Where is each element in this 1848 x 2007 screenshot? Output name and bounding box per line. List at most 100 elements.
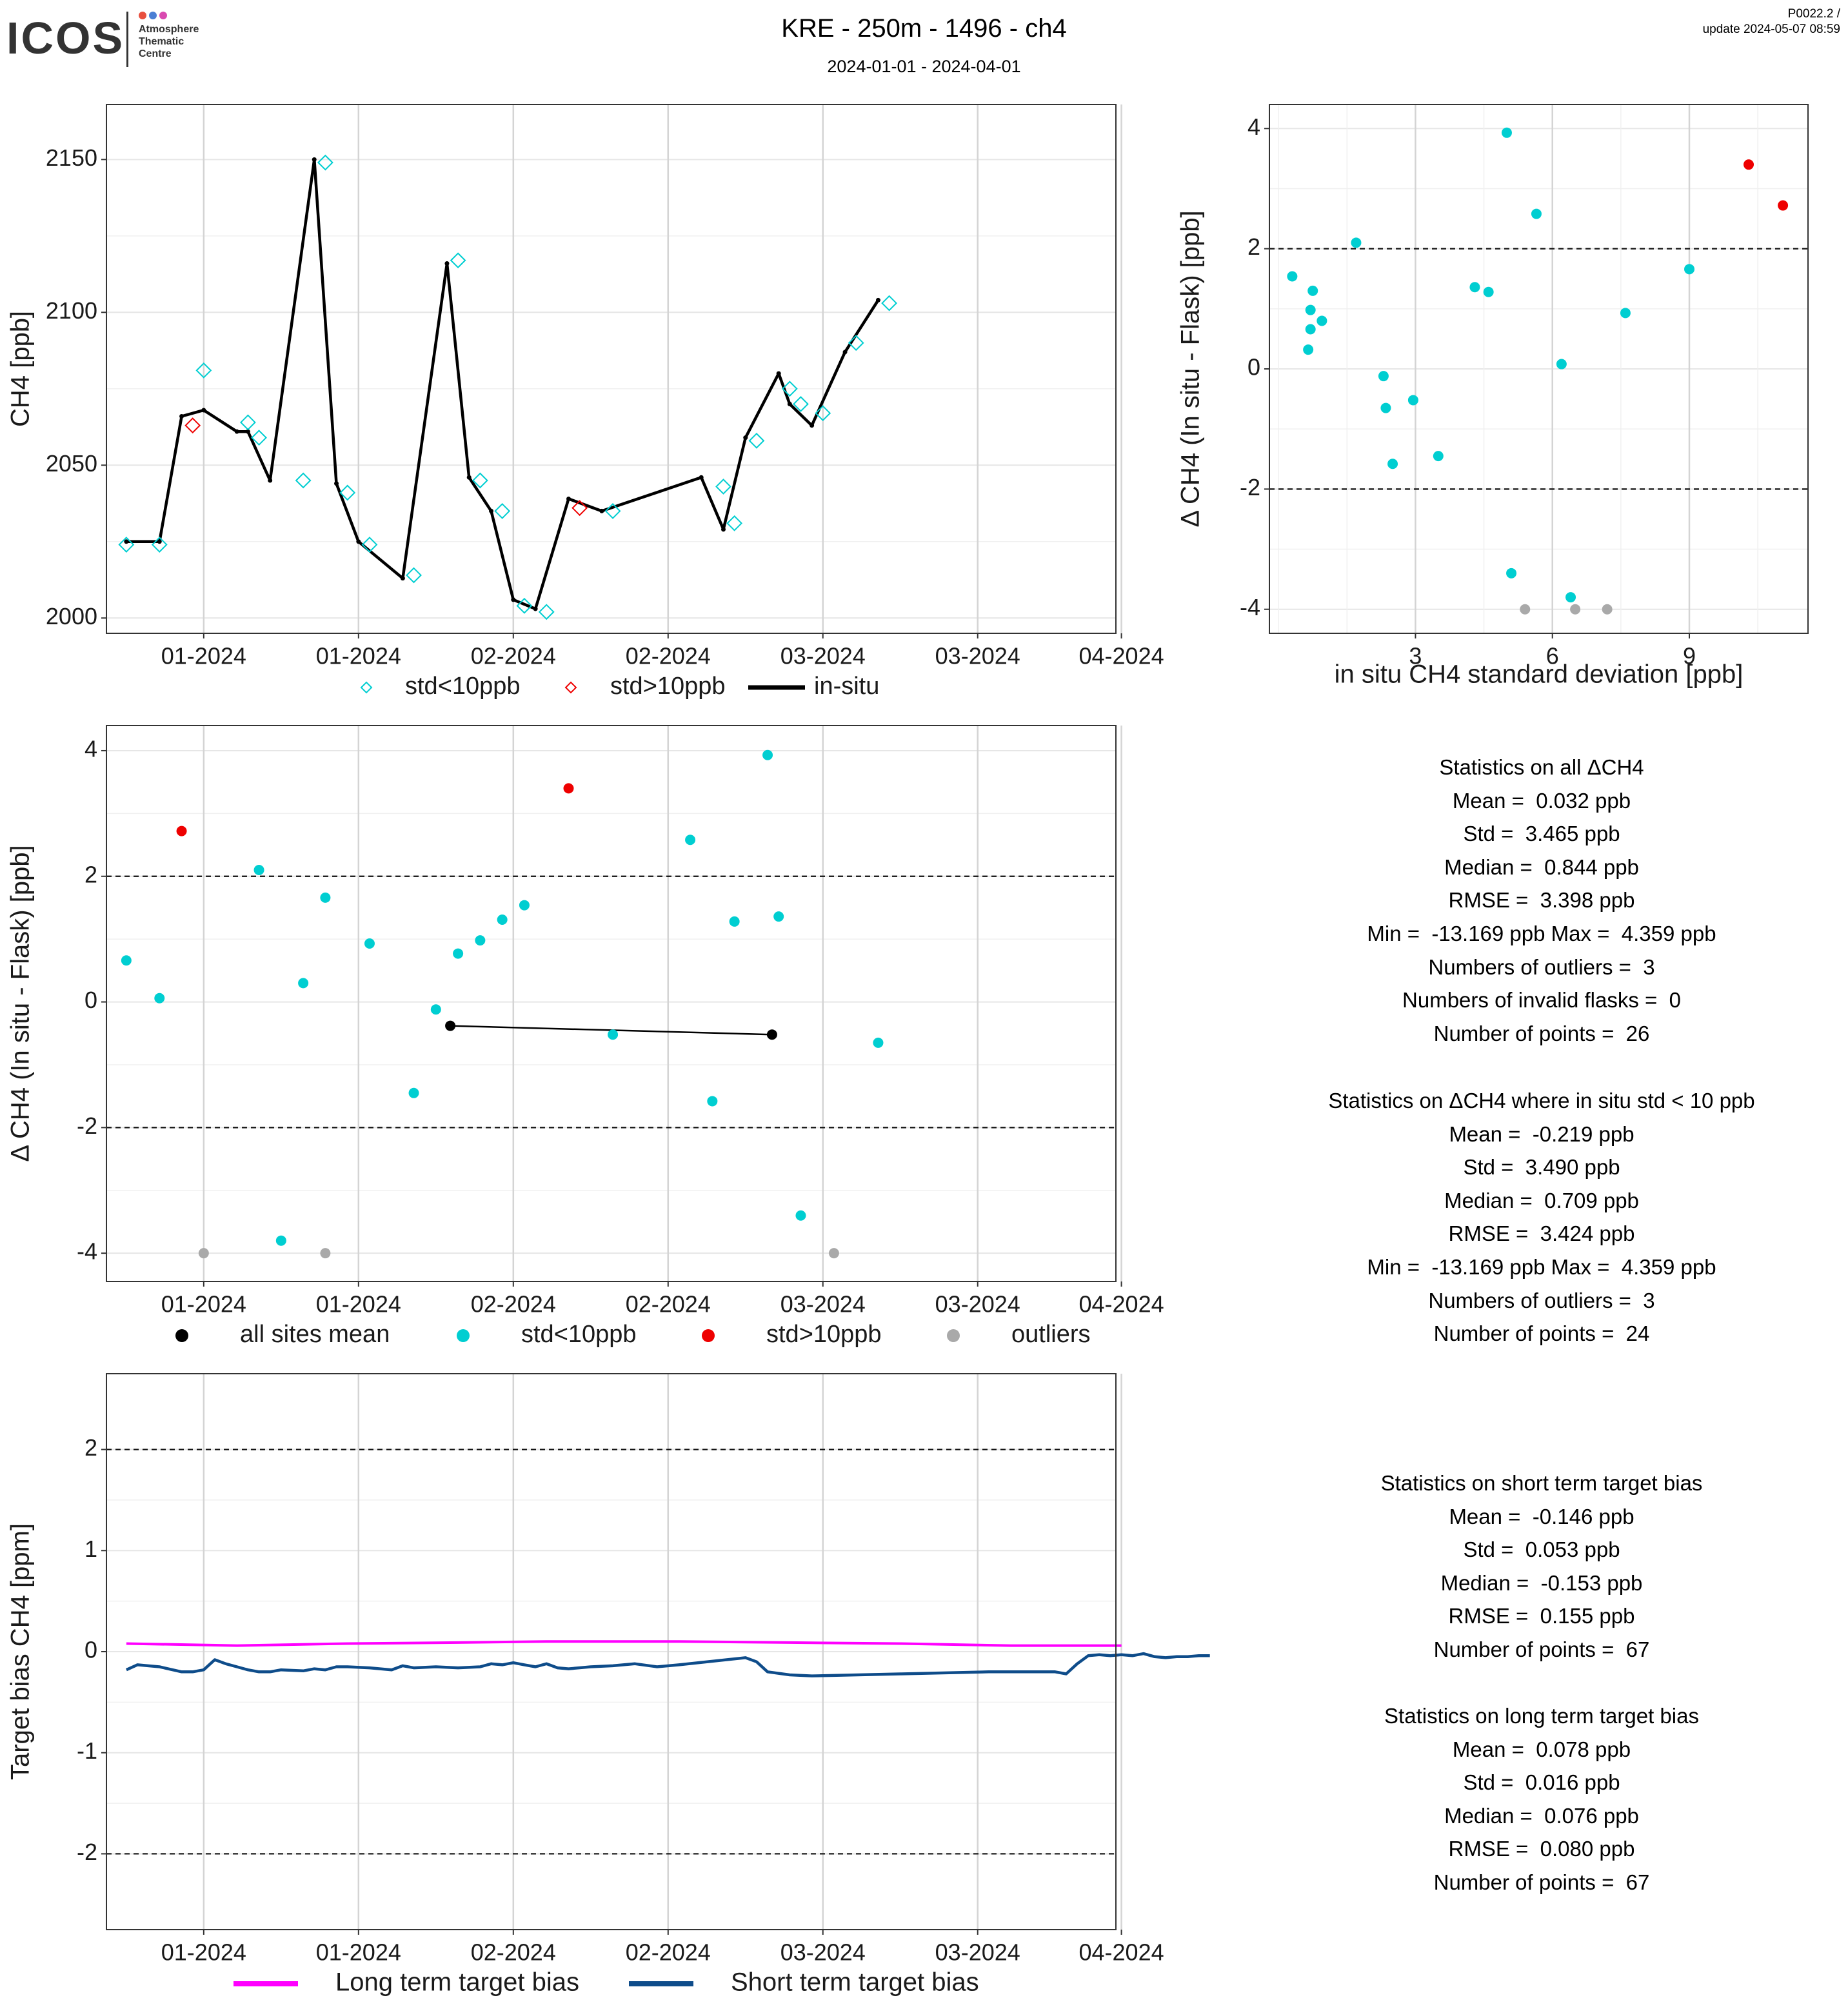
dts-outlier-point <box>828 1248 839 1259</box>
dvs-xtick-label: 6 <box>1546 643 1559 669</box>
flask-std-gt10-marker <box>184 417 201 434</box>
logo-dot <box>159 12 167 19</box>
ts-ytick-label: 2100 <box>46 297 97 324</box>
dts-std-lt10-point <box>475 935 486 946</box>
stats-long-std: Std = 0.016 ppb <box>1463 1770 1620 1795</box>
dvs-std-lt10-point <box>1531 208 1542 219</box>
legend-short-term-label: Short term target bias <box>731 1968 979 1997</box>
dts-xtick-label: 01-2024 <box>316 1291 401 1318</box>
dts-std-gt10-point <box>563 783 574 794</box>
stats-all-rmse: RMSE = 3.398 ppb <box>1448 888 1635 913</box>
version-info: P0022.2 / update 2024-05-07 08:59 <box>1703 6 1840 37</box>
insitu-point <box>268 478 273 483</box>
dts-ytick-label: -2 <box>77 1112 97 1139</box>
dts-std-lt10-point <box>453 948 464 959</box>
dvs-std-lt10-point <box>1378 371 1389 382</box>
dts-xtick-label: 03-2024 <box>780 1291 866 1318</box>
dvs-std-lt10-point <box>1469 282 1480 293</box>
dts-std-lt10-point <box>729 916 740 927</box>
legend-std-lt10-label: std<10ppb <box>405 673 521 700</box>
stats-lt10-mean: Mean = -0.219 ppb <box>1449 1122 1634 1146</box>
legend-std-lt10-key <box>360 681 373 694</box>
dts-ylabel: Δ CH4 (In situ - Flask) [ppb] <box>6 845 35 1162</box>
dvs-xlabel: in situ CH4 standard deviation [ppb] <box>1335 660 1744 689</box>
dvs-xtick-label: 9 <box>1683 643 1696 669</box>
legend-outliers-label: outliers <box>1011 1321 1091 1348</box>
legend-all-sites-mean-label: all sites mean <box>240 1321 390 1348</box>
legend-std-gt10-key <box>564 681 577 694</box>
dts-ytick-label: 0 <box>84 987 97 1013</box>
dts-std-lt10-point <box>795 1210 806 1221</box>
tb-xtick-label: 01-2024 <box>316 1939 401 1966</box>
dvs-ylabel: Δ CH4 (In situ - Flask) [ppb] <box>1177 210 1205 527</box>
dvs-outlier-point <box>1602 604 1613 615</box>
insitu-point <box>810 423 815 428</box>
flask-std-lt10-marker <box>726 515 743 531</box>
ts-ytick-label: 2000 <box>46 603 97 629</box>
date-range: 2024-01-01 - 2024-04-01 <box>827 57 1021 76</box>
dvs-std-lt10-point <box>1483 286 1494 297</box>
logo-dot <box>139 12 146 19</box>
stats-short-rmse: RMSE = 0.155 ppb <box>1448 1604 1635 1628</box>
ts-ytick-label: 2150 <box>46 144 97 171</box>
dts-std-lt10-point <box>762 749 773 760</box>
dvs-std-lt10-point <box>1501 127 1512 138</box>
dts-xtick-label: 02-2024 <box>471 1291 556 1318</box>
dts-std-lt10-point <box>707 1096 718 1107</box>
dts-std-lt10-point <box>430 1004 441 1015</box>
logo-wordmark: ICOS <box>6 13 125 63</box>
insitu-point <box>511 597 516 602</box>
stats-all-mean: Mean = 0.032 ppb <box>1452 788 1631 813</box>
page-title: KRE - 250m - 1496 - ch4 <box>781 14 1067 43</box>
flask-std-lt10-marker <box>815 405 831 422</box>
insitu-point <box>124 539 129 544</box>
insitu-point <box>489 508 494 513</box>
dvs-std-lt10-point <box>1387 459 1398 470</box>
dts-std-lt10-point <box>121 955 132 966</box>
stats-all-outliers: Numbers of outliers = 3 <box>1428 954 1655 979</box>
stats-std-lt10: Statistics on ΔCH4 where in situ std < 1… <box>1219 1084 1848 1350</box>
dvs-ytick-label: 0 <box>1247 354 1260 381</box>
ts-xtick-label: 01-2024 <box>161 643 246 669</box>
dvs-std-lt10-point <box>1620 308 1631 319</box>
insitu-point <box>720 527 726 532</box>
stats-all-points: Number of points = 26 <box>1433 1021 1650 1045</box>
logo-subtitle: Atmosphere Thematic Centre <box>139 24 199 59</box>
tb-xtick-label: 03-2024 <box>780 1939 866 1966</box>
ts-panel-border <box>106 104 1117 634</box>
update-timestamp: update 2024-05-07 08:59 <box>1702 23 1840 36</box>
insitu-point <box>201 408 206 413</box>
dvs-std-lt10-point <box>1303 344 1314 355</box>
insitu-point <box>599 508 604 513</box>
insitu-point <box>400 576 405 581</box>
dvs-std-lt10-point <box>1287 271 1298 282</box>
legend-dts-std-gt10-label: std>10ppb <box>766 1321 882 1348</box>
dts-std-lt10-point <box>154 993 165 1004</box>
dvs-ytick-label: 2 <box>1247 233 1260 260</box>
dts-xtick-label: 01-2024 <box>161 1291 246 1318</box>
dts-xtick-label: 02-2024 <box>626 1291 711 1318</box>
dts-std-lt10-point <box>873 1037 884 1048</box>
stats-lt10-points: Number of points = 24 <box>1433 1321 1650 1346</box>
dts-std-lt10-point <box>298 978 309 989</box>
flask-std-lt10-marker <box>472 472 488 489</box>
insitu-point <box>533 606 538 611</box>
stats-all-delta: Statistics on all ΔCH4 Mean = 0.032 ppb … <box>1219 751 1848 1050</box>
dts-std-lt10-point <box>408 1087 419 1098</box>
dts-std-lt10-point <box>519 900 530 911</box>
dvs-std-lt10-point <box>1556 359 1567 370</box>
legend-long-term-label: Long term target bias <box>335 1968 579 1997</box>
long-term-bias-line <box>126 1640 1122 1647</box>
stats-lt10-title: Statistics on ΔCH4 where in situ std < 1… <box>1328 1089 1755 1112</box>
stats-long-rmse: RMSE = 0.080 ppb <box>1448 1837 1635 1861</box>
insitu-point <box>157 539 162 544</box>
dvs-std-lt10-point <box>1380 402 1391 413</box>
legend-std-gt10-label: std>10ppb <box>610 673 726 700</box>
stats-short-std: Std = 0.053 ppb <box>1463 1537 1620 1562</box>
tb-ylabel: Target bias CH4 [ppm] <box>6 1523 35 1780</box>
dvs-std-lt10-point <box>1307 285 1318 296</box>
dts-ytick-label: 2 <box>84 861 97 887</box>
legend-insitu-label: in-situ <box>814 673 879 700</box>
ts-xtick-label: 02-2024 <box>626 643 711 669</box>
